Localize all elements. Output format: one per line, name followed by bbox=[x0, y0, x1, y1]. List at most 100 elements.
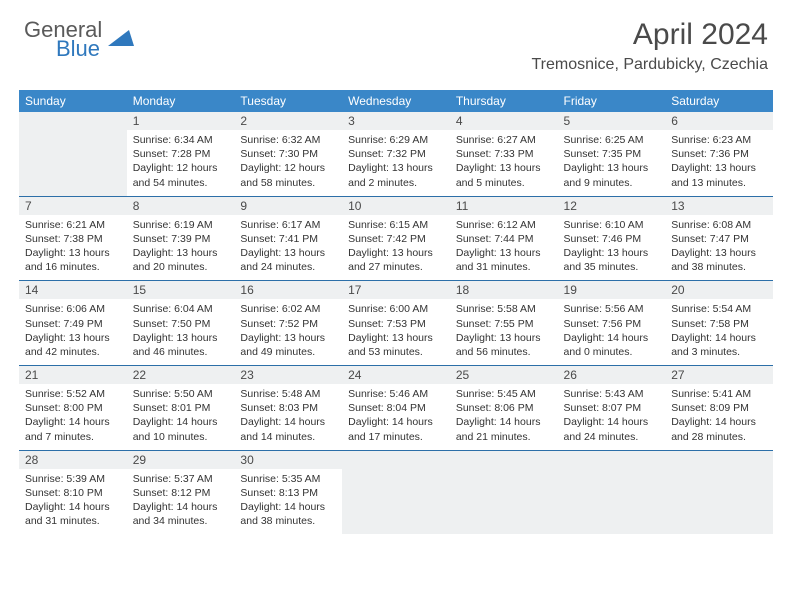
weekday-header: Sunday bbox=[19, 90, 127, 112]
day-cell: 24Sunrise: 5:46 AMSunset: 8:04 PMDayligh… bbox=[342, 366, 450, 451]
sunset-line: Sunset: 7:58 PM bbox=[671, 317, 767, 331]
sunset-line: Sunset: 7:49 PM bbox=[25, 317, 121, 331]
day-number: 17 bbox=[342, 281, 450, 299]
daylight-line: Daylight: 13 hours and 2 minutes. bbox=[348, 161, 444, 189]
day-cell: 17Sunrise: 6:00 AMSunset: 7:53 PMDayligh… bbox=[342, 281, 450, 366]
day-number: 20 bbox=[665, 281, 773, 299]
day-number: 2 bbox=[234, 112, 342, 130]
daylight-line: Daylight: 13 hours and 16 minutes. bbox=[25, 246, 121, 274]
sunset-line: Sunset: 7:46 PM bbox=[564, 232, 660, 246]
day-cell: 11Sunrise: 6:12 AMSunset: 7:44 PMDayligh… bbox=[450, 196, 558, 281]
sunset-line: Sunset: 7:50 PM bbox=[133, 317, 229, 331]
day-content: Sunrise: 6:27 AMSunset: 7:33 PMDaylight:… bbox=[450, 130, 558, 196]
weekday-header: Wednesday bbox=[342, 90, 450, 112]
week-row: 28Sunrise: 5:39 AMSunset: 8:10 PMDayligh… bbox=[19, 450, 773, 534]
daylight-line: Daylight: 14 hours and 14 minutes. bbox=[240, 415, 336, 443]
sunset-line: Sunset: 7:35 PM bbox=[564, 147, 660, 161]
daylight-line: Daylight: 13 hours and 9 minutes. bbox=[564, 161, 660, 189]
day-number: 23 bbox=[234, 366, 342, 384]
day-content: Sunrise: 5:41 AMSunset: 8:09 PMDaylight:… bbox=[665, 384, 773, 450]
sunrise-line: Sunrise: 6:25 AM bbox=[564, 133, 660, 147]
daylight-line: Daylight: 13 hours and 42 minutes. bbox=[25, 331, 121, 359]
sunset-line: Sunset: 7:38 PM bbox=[25, 232, 121, 246]
daylight-line: Daylight: 14 hours and 7 minutes. bbox=[25, 415, 121, 443]
empty-day-cell bbox=[342, 450, 450, 534]
logo-text-blue: Blue bbox=[56, 37, 102, 60]
sunrise-line: Sunrise: 5:56 AM bbox=[564, 302, 660, 316]
daylight-line: Daylight: 12 hours and 54 minutes. bbox=[133, 161, 229, 189]
sunset-line: Sunset: 7:28 PM bbox=[133, 147, 229, 161]
day-number: 10 bbox=[342, 197, 450, 215]
sunrise-line: Sunrise: 6:08 AM bbox=[671, 218, 767, 232]
daylight-line: Daylight: 13 hours and 31 minutes. bbox=[456, 246, 552, 274]
day-content: Sunrise: 5:43 AMSunset: 8:07 PMDaylight:… bbox=[558, 384, 666, 450]
day-cell: 8Sunrise: 6:19 AMSunset: 7:39 PMDaylight… bbox=[127, 196, 235, 281]
day-number: 15 bbox=[127, 281, 235, 299]
daylight-line: Daylight: 12 hours and 58 minutes. bbox=[240, 161, 336, 189]
sunrise-line: Sunrise: 5:54 AM bbox=[671, 302, 767, 316]
sunrise-line: Sunrise: 5:46 AM bbox=[348, 387, 444, 401]
daylight-line: Daylight: 14 hours and 38 minutes. bbox=[240, 500, 336, 528]
sunset-line: Sunset: 8:01 PM bbox=[133, 401, 229, 415]
sunset-line: Sunset: 7:44 PM bbox=[456, 232, 552, 246]
day-content: Sunrise: 5:39 AMSunset: 8:10 PMDaylight:… bbox=[19, 469, 127, 535]
sunset-line: Sunset: 8:04 PM bbox=[348, 401, 444, 415]
daylight-line: Daylight: 13 hours and 20 minutes. bbox=[133, 246, 229, 274]
daylight-line: Daylight: 14 hours and 21 minutes. bbox=[456, 415, 552, 443]
day-content: Sunrise: 6:10 AMSunset: 7:46 PMDaylight:… bbox=[558, 215, 666, 281]
day-number: 12 bbox=[558, 197, 666, 215]
day-number: 29 bbox=[127, 451, 235, 469]
empty-day-cell bbox=[450, 450, 558, 534]
day-cell: 25Sunrise: 5:45 AMSunset: 8:06 PMDayligh… bbox=[450, 366, 558, 451]
sunrise-line: Sunrise: 6:12 AM bbox=[456, 218, 552, 232]
day-cell: 21Sunrise: 5:52 AMSunset: 8:00 PMDayligh… bbox=[19, 366, 127, 451]
day-number: 8 bbox=[127, 197, 235, 215]
day-content: Sunrise: 6:02 AMSunset: 7:52 PMDaylight:… bbox=[234, 299, 342, 365]
title-block: April 2024 Tremosnice, Pardubicky, Czech… bbox=[531, 18, 768, 74]
daylight-line: Daylight: 14 hours and 34 minutes. bbox=[133, 500, 229, 528]
sunrise-line: Sunrise: 6:29 AM bbox=[348, 133, 444, 147]
daylight-line: Daylight: 14 hours and 24 minutes. bbox=[564, 415, 660, 443]
day-cell: 13Sunrise: 6:08 AMSunset: 7:47 PMDayligh… bbox=[665, 196, 773, 281]
sunrise-line: Sunrise: 5:58 AM bbox=[456, 302, 552, 316]
day-cell: 22Sunrise: 5:50 AMSunset: 8:01 PMDayligh… bbox=[127, 366, 235, 451]
weekday-header: Monday bbox=[127, 90, 235, 112]
day-cell: 2 Sunrise: 6:32 AMSunset: 7:30 PMDaylight… bbox=[234, 112, 342, 196]
sunset-line: Sunset: 8:12 PM bbox=[133, 486, 229, 500]
daylight-line: Daylight: 13 hours and 35 minutes. bbox=[564, 246, 660, 274]
day-number: 27 bbox=[665, 366, 773, 384]
day-cell: 27Sunrise: 5:41 AMSunset: 8:09 PMDayligh… bbox=[665, 366, 773, 451]
daylight-line: Daylight: 14 hours and 0 minutes. bbox=[564, 331, 660, 359]
sunrise-line: Sunrise: 6:34 AM bbox=[133, 133, 229, 147]
sunrise-line: Sunrise: 6:32 AM bbox=[240, 133, 336, 147]
sunset-line: Sunset: 8:09 PM bbox=[671, 401, 767, 415]
sunset-line: Sunset: 7:39 PM bbox=[133, 232, 229, 246]
week-row: 7Sunrise: 6:21 AMSunset: 7:38 PMDaylight… bbox=[19, 196, 773, 281]
daylight-line: Daylight: 14 hours and 3 minutes. bbox=[671, 331, 767, 359]
daylight-line: Daylight: 14 hours and 31 minutes. bbox=[25, 500, 121, 528]
day-content: Sunrise: 6:23 AMSunset: 7:36 PMDaylight:… bbox=[665, 130, 773, 196]
sunrise-line: Sunrise: 5:50 AM bbox=[133, 387, 229, 401]
sunrise-line: Sunrise: 5:48 AM bbox=[240, 387, 336, 401]
sunset-line: Sunset: 7:47 PM bbox=[671, 232, 767, 246]
sunset-line: Sunset: 7:30 PM bbox=[240, 147, 336, 161]
daylight-line: Daylight: 13 hours and 53 minutes. bbox=[348, 331, 444, 359]
sunset-line: Sunset: 7:42 PM bbox=[348, 232, 444, 246]
daylight-line: Daylight: 14 hours and 17 minutes. bbox=[348, 415, 444, 443]
sunrise-line: Sunrise: 6:17 AM bbox=[240, 218, 336, 232]
day-cell: 29 Sunrise: 5:37 AMSunset: 8:12 PMDayligh… bbox=[127, 450, 235, 534]
day-cell: 5Sunrise: 6:25 AMSunset: 7:35 PMDaylight… bbox=[558, 112, 666, 196]
day-number: 6 bbox=[665, 112, 773, 130]
daylight-line: Daylight: 13 hours and 27 minutes. bbox=[348, 246, 444, 274]
sunrise-line: Sunrise: 5:37 AM bbox=[133, 472, 229, 486]
day-cell: 12Sunrise: 6:10 AMSunset: 7:46 PMDayligh… bbox=[558, 196, 666, 281]
day-content: Sunrise: 5:35 AMSunset: 8:13 PMDaylight:… bbox=[234, 469, 342, 535]
day-number: 13 bbox=[665, 197, 773, 215]
day-content: Sunrise: 5:46 AMSunset: 8:04 PMDaylight:… bbox=[342, 384, 450, 450]
daylight-line: Daylight: 13 hours and 56 minutes. bbox=[456, 331, 552, 359]
calendar-table: SundayMondayTuesdayWednesdayThursdayFrid… bbox=[19, 90, 773, 534]
day-cell: 20 Sunrise: 5:54 AMSunset: 7:58 PMDayligh… bbox=[665, 281, 773, 366]
week-row: 1Sunrise: 6:34 AMSunset: 7:28 PMDaylight… bbox=[19, 112, 773, 196]
page-header: General Blue April 2024 Tremosnice, Pard… bbox=[0, 0, 792, 82]
day-cell: 1Sunrise: 6:34 AMSunset: 7:28 PMDaylight… bbox=[127, 112, 235, 196]
